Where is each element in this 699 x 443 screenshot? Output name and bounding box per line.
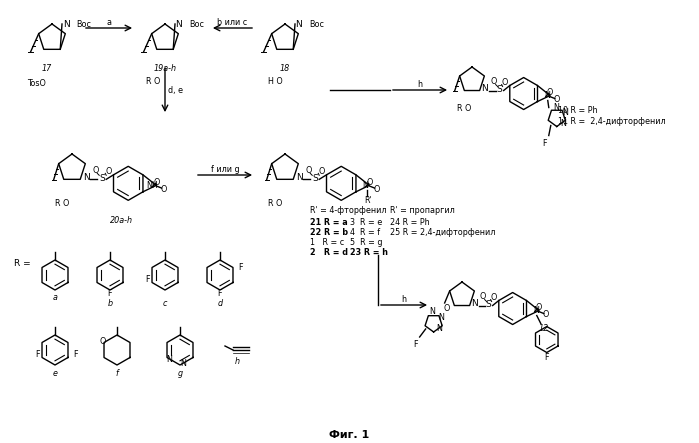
Text: O: O <box>305 166 312 175</box>
Text: Boc: Boc <box>309 19 324 28</box>
Text: O: O <box>153 178 160 187</box>
Text: S: S <box>497 85 503 94</box>
Text: O: O <box>501 78 508 87</box>
Text: NH: NH <box>147 181 159 190</box>
Text: O: O <box>480 292 486 301</box>
Text: b: b <box>108 299 113 307</box>
Text: f: f <box>115 369 118 377</box>
Text: N: N <box>180 358 186 368</box>
Text: F: F <box>542 139 547 148</box>
Text: O: O <box>542 310 549 319</box>
Text: O: O <box>547 88 553 97</box>
Text: 17: 17 <box>42 63 52 73</box>
Text: O: O <box>92 166 99 175</box>
Text: N: N <box>544 91 549 100</box>
Text: h: h <box>401 295 407 303</box>
Text: Фиг. 1: Фиг. 1 <box>329 430 369 440</box>
Text: R O: R O <box>268 198 282 207</box>
Text: F: F <box>145 275 150 284</box>
Text: N: N <box>562 108 568 117</box>
Text: N: N <box>166 355 172 364</box>
Text: O: O <box>99 337 106 346</box>
Text: N: N <box>553 103 559 112</box>
Text: Boc: Boc <box>76 19 91 28</box>
Text: N: N <box>83 173 89 182</box>
Text: 5  R = g: 5 R = g <box>350 237 382 246</box>
Text: h: h <box>234 358 240 366</box>
Text: N: N <box>533 306 539 315</box>
Text: O: O <box>373 185 380 194</box>
Text: 11 R =  2,4-дифторфенил: 11 R = 2,4-дифторфенил <box>558 117 665 126</box>
Text: O: O <box>443 304 450 314</box>
Text: R O: R O <box>457 104 471 113</box>
Text: 23 R = h: 23 R = h <box>350 248 388 256</box>
Text: F: F <box>108 289 113 299</box>
Text: 19a-h: 19a-h <box>154 63 177 73</box>
Text: h: h <box>417 79 422 89</box>
Text: b или c: b или c <box>217 18 247 27</box>
Text: d: d <box>217 299 222 307</box>
Text: 18: 18 <box>280 63 290 73</box>
Text: N: N <box>296 19 303 28</box>
Text: F: F <box>35 350 39 359</box>
Text: 2   R = d: 2 R = d <box>310 248 348 256</box>
Text: S: S <box>312 174 318 183</box>
Text: N: N <box>560 119 565 128</box>
Text: O: O <box>491 77 497 86</box>
Text: O: O <box>318 167 324 176</box>
Text: F: F <box>73 350 78 359</box>
Text: R =: R = <box>14 259 31 268</box>
Text: R' = 4-фторфенил: R' = 4-фторфенил <box>310 206 387 214</box>
Text: N: N <box>175 19 182 28</box>
Text: S: S <box>486 300 491 309</box>
Text: N: N <box>363 181 368 190</box>
Text: d, e: d, e <box>168 85 182 94</box>
Text: F: F <box>218 289 222 299</box>
Text: 24 R = Ph: 24 R = Ph <box>390 218 430 226</box>
Text: F: F <box>545 353 549 362</box>
Text: R O: R O <box>55 198 69 207</box>
Text: O: O <box>491 293 497 302</box>
Text: N: N <box>437 324 442 334</box>
Text: O: O <box>554 95 560 104</box>
Text: a: a <box>106 18 112 27</box>
Text: F: F <box>413 341 418 350</box>
Text: c: c <box>163 299 167 307</box>
Text: N: N <box>482 84 488 93</box>
Text: Boc: Boc <box>189 19 204 28</box>
Text: R O: R O <box>146 77 160 85</box>
Text: O: O <box>535 303 542 312</box>
Text: O: O <box>161 185 167 194</box>
Text: 3  R = e: 3 R = e <box>350 218 382 226</box>
Text: N: N <box>430 307 435 316</box>
Text: 25 R = 2,4-дифторфенил: 25 R = 2,4-дифторфенил <box>390 228 496 237</box>
Text: 22 R = b: 22 R = b <box>310 228 348 237</box>
Text: 20a-h: 20a-h <box>110 215 134 225</box>
Text: f или g: f или g <box>210 164 239 174</box>
Text: e: e <box>52 369 57 377</box>
Text: O: O <box>105 167 111 176</box>
Text: 1   R = c: 1 R = c <box>310 237 344 246</box>
Text: 21 R = a: 21 R = a <box>310 218 347 226</box>
Text: R': R' <box>363 195 371 205</box>
Text: R' = пропаргил: R' = пропаргил <box>390 206 455 214</box>
Text: TosO: TosO <box>27 78 46 88</box>
Text: O: O <box>366 178 373 187</box>
Text: N: N <box>471 299 478 308</box>
Text: N: N <box>63 19 69 28</box>
Text: H O: H O <box>268 77 282 85</box>
Text: 4  R = f: 4 R = f <box>350 228 380 237</box>
Text: N: N <box>439 314 445 323</box>
Text: N: N <box>296 173 303 182</box>
Text: 12: 12 <box>539 324 549 333</box>
Text: 10 R = Ph: 10 R = Ph <box>558 106 598 115</box>
Text: g: g <box>178 369 182 377</box>
Text: a: a <box>52 294 57 303</box>
Text: S: S <box>99 174 105 183</box>
Text: F: F <box>238 263 243 272</box>
